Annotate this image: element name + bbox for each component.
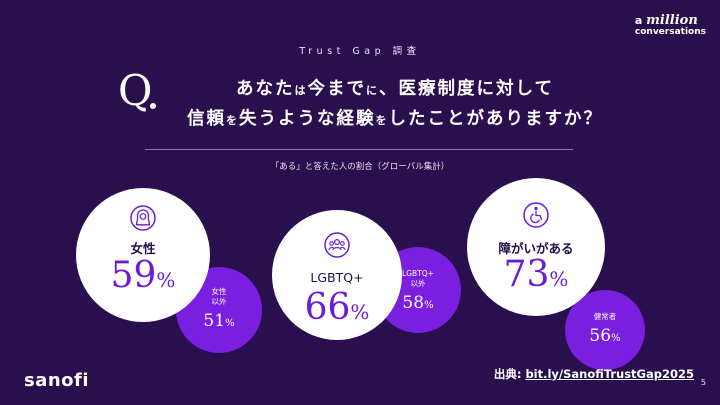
question-mark-letter: Q	[118, 66, 153, 115]
question-dot	[150, 103, 156, 109]
group-people-icon	[324, 232, 350, 258]
eyebrow-title: Trust Gap 調査	[299, 46, 421, 57]
disability-comparison-bubble: 健常者 56%	[565, 290, 645, 370]
source-citation: 出典: bit.ly/SanofiTrustGap2025	[493, 367, 694, 381]
sanofi-logo: sanofi	[24, 370, 90, 391]
stat-percent: 66%	[304, 287, 370, 328]
compare-percent: 56%	[589, 326, 621, 346]
source-link[interactable]: bit.ly/SanofiTrustGap2025	[525, 367, 694, 381]
stat-percent: 73%	[503, 254, 569, 295]
lgbtq-stat-bubble: LGBTQ+ 66%	[272, 210, 402, 340]
stat-label: LGBTQ+	[310, 270, 364, 285]
compare-label: 健常者	[593, 312, 617, 321]
a-million-conversations-logo: a million conversations	[634, 13, 706, 37]
question-text: あなたは今までに、医療制度に対して 信頼を失うような経験をしたことがありますか？	[187, 79, 603, 129]
page-number: 5	[700, 378, 706, 387]
wheelchair-icon	[523, 202, 549, 228]
compare-percent: 51%	[203, 311, 235, 331]
disability-stat-bubble: 障がいがある 73%	[467, 178, 605, 316]
stat-label: 女性	[130, 241, 156, 256]
compare-label: LGBTQ+ 以外	[402, 269, 434, 288]
divider	[145, 149, 573, 150]
compare-percent: 58%	[402, 293, 434, 313]
women-stat-bubble: 女性 59%	[76, 188, 210, 322]
woman-hijab-icon	[130, 205, 156, 231]
stat-percent: 59%	[110, 255, 176, 296]
compare-label: 女性 以外	[211, 287, 227, 306]
survey-subtitle: 「ある」と答えた人の割合（グローバル集計）	[270, 162, 450, 172]
stat-label: 障がいがある	[498, 241, 574, 256]
